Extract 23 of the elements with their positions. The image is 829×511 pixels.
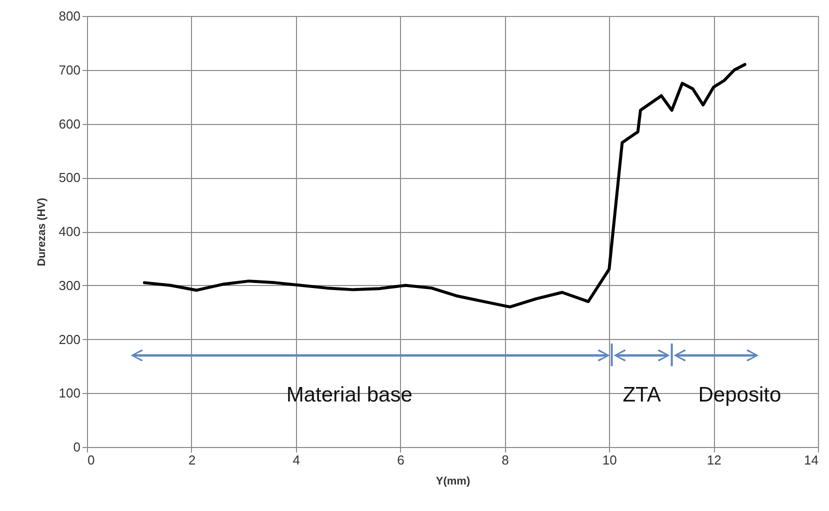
y-tick-label: 400 — [58, 224, 80, 239]
annotation: Material base — [286, 383, 412, 406]
y-tick-label: 500 — [58, 170, 80, 186]
x-tick-label: 2 — [188, 452, 196, 468]
y-tick-label: 0 — [73, 440, 80, 454]
y-axis-title: Durezas (HV) — [36, 197, 48, 266]
x-tick-label: 0 — [88, 452, 95, 468]
x-axis-title: Y(mm) — [436, 476, 470, 488]
annotation: ZTA — [622, 383, 661, 406]
x-tick-label: 10 — [602, 452, 617, 468]
y-tick-label: 100 — [58, 386, 80, 401]
y-tick-label: 800 — [58, 8, 80, 24]
y-tick-label: 300 — [58, 278, 80, 293]
x-tick-label: 8 — [502, 452, 509, 468]
y-tick-label: 600 — [58, 116, 80, 132]
y-tick-label: 200 — [58, 332, 80, 347]
y-tick-label: 700 — [58, 62, 80, 78]
annotation: Deposito — [698, 383, 782, 406]
x-tick-label: 4 — [292, 452, 300, 468]
x-tick-label: 14 — [804, 452, 818, 468]
line-series — [142, 62, 746, 308]
x-tick-label: 6 — [397, 452, 404, 468]
x-tick-label: 12 — [706, 452, 722, 468]
